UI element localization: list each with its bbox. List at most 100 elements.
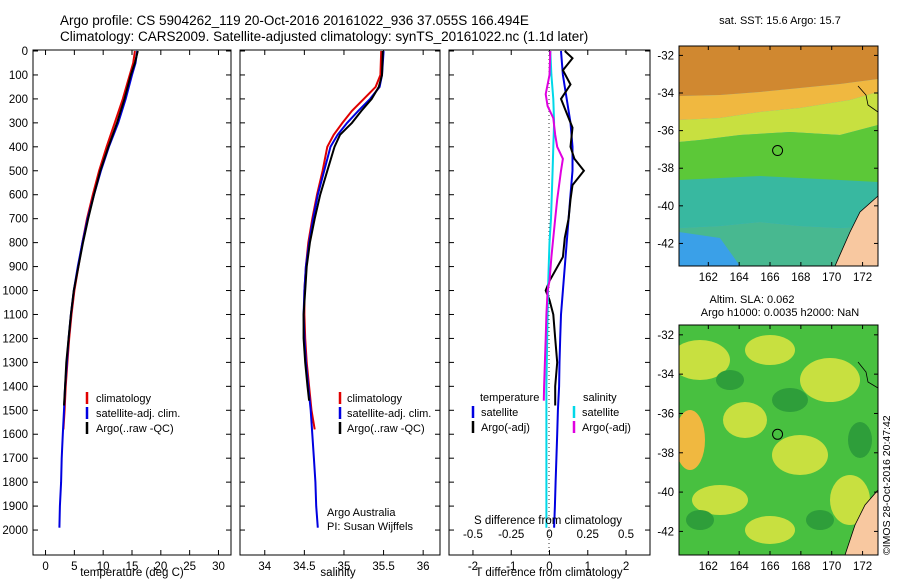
x-tick-label: -1 — [506, 561, 516, 573]
legend-title-temperature: temperature — [480, 392, 539, 404]
longitude-tick-label: 172 — [853, 561, 872, 573]
latitude-tick-label: -34 — [657, 88, 674, 100]
sla-map-title: Altim. SLA: 0.062 — [710, 294, 795, 306]
depth-tick-label: 1800 — [2, 477, 28, 489]
longitude-tick-label: 164 — [730, 272, 750, 284]
salinity-panel: 34 34.5 35 35.5 36 climatology satellite-adj… — [239, 49, 441, 579]
series-line-temperature-argo-adj- — [544, 50, 586, 406]
s-difference-label: S difference from climatology — [474, 515, 622, 527]
salinity-xlabel: salinity — [320, 567, 355, 579]
depth-tick-label: 400 — [9, 142, 28, 154]
latitude-tick-label: -36 — [657, 126, 674, 138]
x-tick-label: 25 — [183, 561, 196, 573]
legend-label-argo: Argo(..raw -QC) — [347, 423, 425, 435]
depth-tick-label: 1400 — [2, 381, 28, 393]
x-tick-label: 35.5 — [372, 561, 394, 573]
x-tick-label: 0 — [546, 561, 552, 573]
depth-tick-label: 0 — [22, 46, 28, 58]
salinity-legend: climatology satellite-adj. clim. Argo(..… — [338, 392, 431, 435]
depth-tick-label: 900 — [9, 262, 28, 274]
s-tick-label: -0.5 — [463, 529, 483, 541]
depth-tick-label: 100 — [9, 70, 28, 82]
depth-tick-label: 600 — [9, 190, 28, 202]
legend-label-climatology: climatology — [347, 393, 403, 405]
x-tick-label: 30 — [212, 561, 225, 573]
latitude-tick-label: -36 — [657, 408, 674, 420]
temperature-xlabel: temperature (deg C) — [80, 567, 184, 579]
depth-tick-label: 1300 — [2, 357, 28, 369]
sla-map-subtitle: Argo h1000: 0.0035 h2000: NaN — [701, 307, 859, 319]
x-tick-label: 34.5 — [293, 561, 315, 573]
legend-label-s-satellite: satellite — [582, 407, 619, 419]
difference-panel: -2 -1 0 1 2 temperature salinity satellite A… — [448, 49, 651, 579]
s-tick-label: 0 — [546, 529, 552, 541]
longitude-tick-label: 166 — [760, 561, 779, 573]
longitude-tick-label: 166 — [760, 272, 779, 284]
header-line-2: Climatology: CARS2009. Satellite-adjuste… — [60, 29, 589, 44]
depth-tick-label: 1200 — [2, 333, 28, 345]
latitude-tick-label: -32 — [657, 330, 674, 342]
legend-label-t-argo: Argo(-adj) — [481, 422, 530, 434]
latitude-tick-label: -42 — [657, 238, 674, 250]
x-tick-label: 10 — [97, 561, 110, 573]
t-difference-xlabel: T difference from climatology — [475, 567, 622, 579]
longitude-tick-label: 170 — [822, 272, 841, 284]
legend-label-climatology: climatology — [96, 393, 152, 405]
legend-label-argo: Argo(..raw -QC) — [96, 423, 174, 435]
series-line-satellite-adj-clim- — [58, 50, 139, 528]
sst-map-title: sat. SST: 15.6 Argo: 15.7 — [719, 15, 841, 27]
latitude-tick-label: -42 — [657, 526, 674, 538]
depth-tick-label: 1100 — [3, 309, 28, 321]
longitude-tick-label: 172 — [853, 272, 872, 284]
latitude-tick-label: -40 — [657, 487, 674, 499]
legend-title-salinity: salinity — [583, 392, 617, 404]
series-line-argo-raw-qc- — [302, 50, 384, 401]
longitude-tick-label: 164 — [730, 561, 750, 573]
series-line-climatology — [62, 50, 136, 430]
s-tick-label: 0.5 — [618, 529, 634, 541]
depth-tick-label: 200 — [9, 94, 28, 106]
argo-float-marker — [772, 428, 784, 440]
imos-watermark: ©IMOS 28-Oct-2016 20:47:42 — [881, 415, 893, 555]
sst-map-frame — [678, 45, 879, 267]
legend-label-t-satellite: satellite — [481, 407, 518, 419]
longitude-tick-label: 168 — [791, 561, 810, 573]
credit-line-1: Argo Australia — [327, 507, 396, 519]
x-tick-label: 36 — [417, 561, 430, 573]
x-tick-label: 35 — [338, 561, 351, 573]
depth-tick-label: 1000 — [2, 286, 28, 298]
depth-tick-label: 700 — [9, 214, 28, 226]
series-line-argo-raw-qc- — [63, 50, 139, 406]
s-tick-label: -0.25 — [498, 529, 524, 541]
x-tick-label: 34 — [258, 561, 271, 573]
salinity-frame — [239, 49, 441, 556]
depth-tick-label: 500 — [9, 166, 28, 178]
legend-label-satellite: satellite-adj. clim. — [347, 408, 431, 420]
latitude-tick-label: -34 — [657, 369, 674, 381]
x-tick-label: 0 — [42, 561, 48, 573]
sla-map-frame — [678, 324, 879, 556]
x-tick-label: -2 — [468, 561, 478, 573]
temperature-frame — [32, 49, 232, 556]
difference-legend: temperature salinity satellite Argo(-adj… — [471, 392, 631, 434]
longitude-tick-label: 162 — [699, 561, 718, 573]
header-line-1: Argo profile: CS 5904262_119 20-Oct-2016… — [60, 13, 529, 28]
longitude-tick-label: 170 — [822, 561, 841, 573]
argo-float-marker — [772, 145, 784, 157]
sla-map-panel: Altim. SLA: 0.062 Argo h1000: 0.0035 h20… — [657, 294, 879, 573]
x-tick-label: 2 — [623, 561, 629, 573]
depth-tick-label: 300 — [9, 118, 28, 130]
x-tick-label: 20 — [154, 561, 167, 573]
latitude-tick-label: -40 — [657, 201, 674, 213]
temperature-panel: 0100200300400500600700800900100011001200… — [2, 46, 232, 579]
credit-line-2: PI: Susan Wijffels — [327, 521, 413, 533]
longitude-tick-label: 168 — [791, 272, 810, 284]
depth-tick-label: 800 — [9, 238, 28, 250]
latitude-tick-label: -32 — [657, 50, 674, 62]
depth-tick-label: 1500 — [2, 405, 28, 417]
longitude-tick-label: 162 — [699, 272, 718, 284]
temperature-legend: climatology satellite-adj. clim. Argo(..… — [85, 392, 180, 435]
x-tick-label: 1 — [585, 561, 591, 573]
depth-tick-label: 2000 — [2, 525, 28, 537]
depth-tick-label: 1700 — [2, 453, 28, 465]
